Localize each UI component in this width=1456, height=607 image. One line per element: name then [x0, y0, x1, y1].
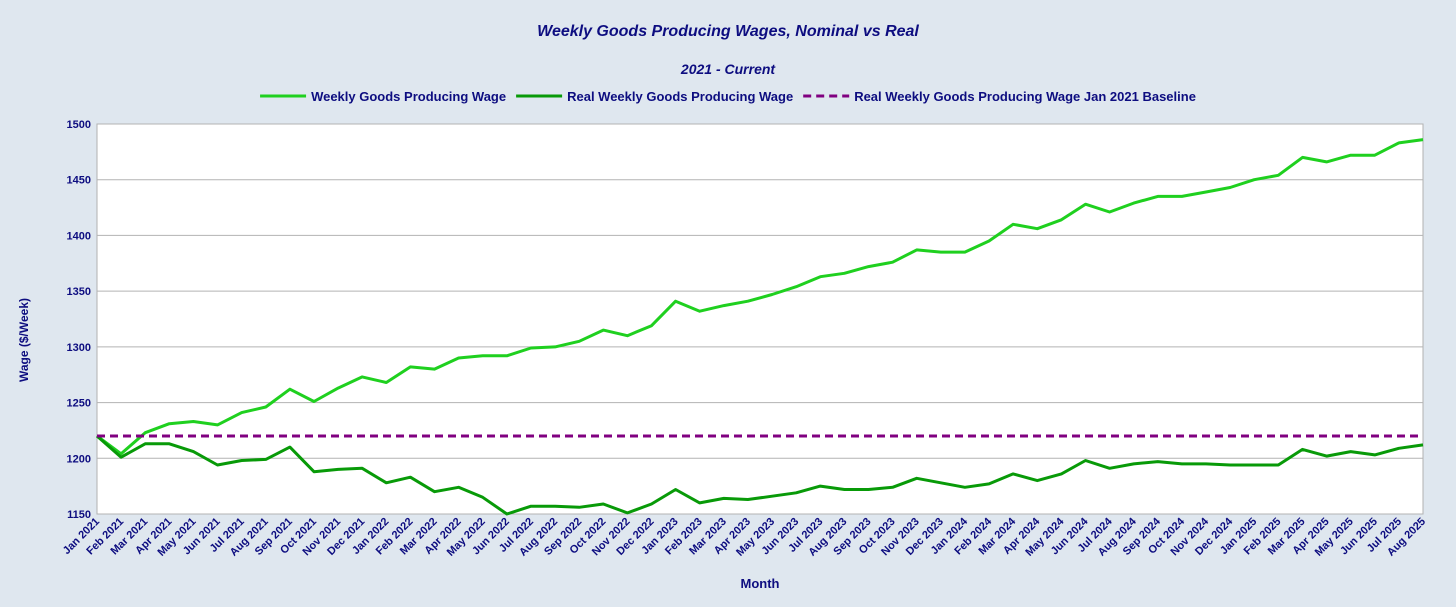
y-axis-ticks: 1150 1200 1250 1300 1350 1400 1450 1500 [67, 119, 91, 521]
plot-area [96, 123, 1424, 515]
x-axis-label: Month [741, 576, 780, 591]
y-tick-label: 1450 [67, 175, 91, 187]
legend: Weekly Goods Producing Wage Real Weekly G… [260, 89, 1196, 104]
series-lines [96, 138, 1424, 516]
legend-label-1: Weekly Goods Producing Wage [311, 89, 506, 104]
legend-label-3: Real Weekly Goods Producing Wage Jan 202… [854, 89, 1196, 104]
chart-title: Weekly Goods Producing Wages, Nominal vs… [537, 23, 919, 40]
chart-subtitle: 2021 - Current [680, 61, 776, 77]
y-tick-label: 1500 [67, 119, 91, 131]
series-line-2 [96, 434, 1424, 516]
y-tick-label: 1200 [67, 453, 91, 465]
y-tick-label: 1350 [67, 286, 91, 298]
legend-label-2: Real Weekly Goods Producing Wage [567, 89, 793, 104]
y-tick-label: 1300 [67, 342, 91, 354]
y-tick-label: 1150 [67, 509, 91, 521]
gridlines [97, 123, 1423, 515]
y-tick-label: 1250 [67, 398, 91, 410]
y-tick-label: 1400 [67, 230, 91, 242]
series-line-1 [96, 138, 1424, 456]
y-axis-label: Wage ($/Week) [17, 298, 31, 382]
